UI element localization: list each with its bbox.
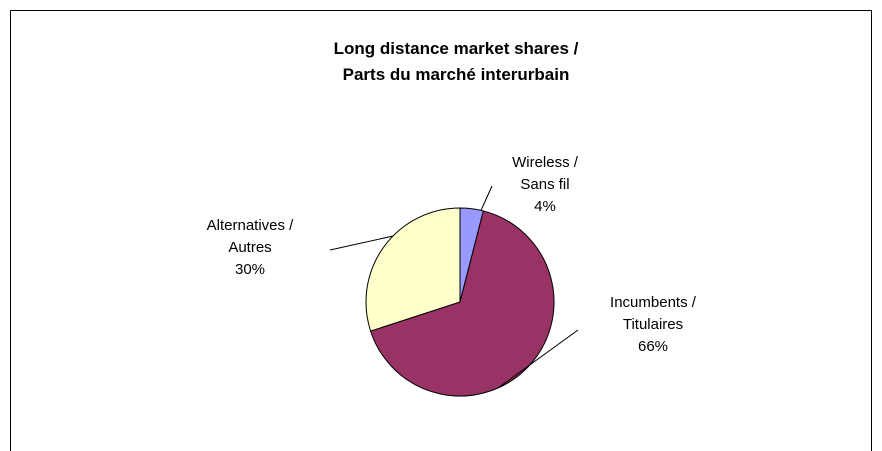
value-label: 66% — [637, 338, 669, 355]
value-label: 30% — [234, 261, 266, 278]
category-label: Alternatives / Autres — [206, 217, 294, 256]
leader-line — [329, 235, 394, 251]
title-line: Parts du marché interurbain — [342, 65, 570, 84]
chart-title: Long distance market shares / Parts du m… — [306, 36, 606, 88]
title-line: Long distance market shares / — [333, 39, 579, 58]
category-label: Wireless / Sans fil — [512, 154, 578, 193]
leader-line — [497, 329, 579, 389]
slice-label: Incumbents / Titulaires 66% — [603, 292, 703, 358]
leader-line — [480, 185, 493, 211]
slice-label: Alternatives / Autres 30% — [200, 215, 300, 281]
slice-label: Wireless / Sans fil 4% — [505, 152, 585, 218]
value-label: 4% — [534, 198, 556, 215]
category-label: Incumbents / Titulaires — [610, 294, 696, 333]
pie-slice — [365, 207, 461, 332]
